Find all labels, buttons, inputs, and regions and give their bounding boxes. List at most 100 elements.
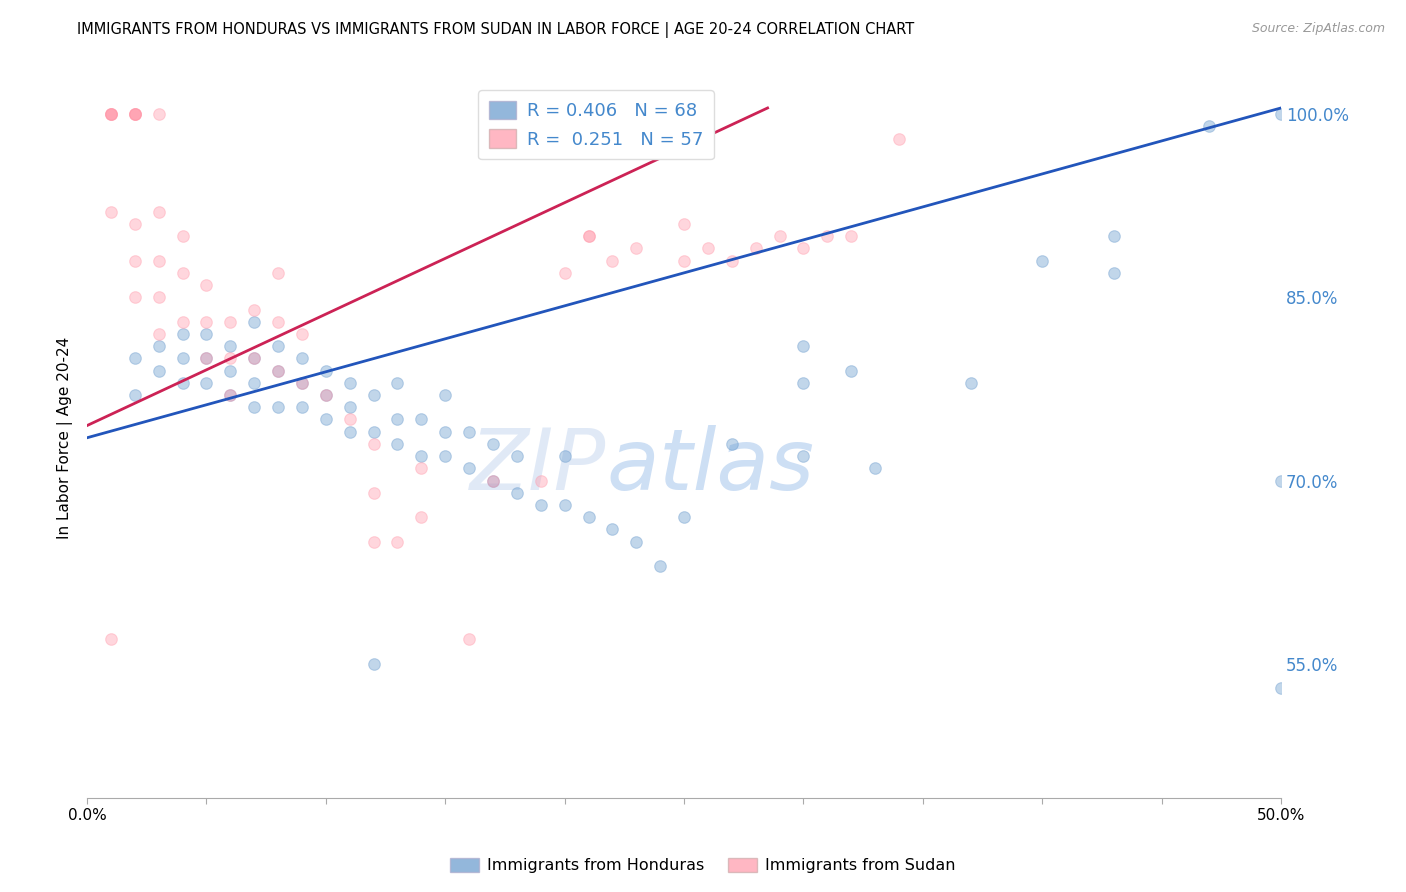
Point: [172, 376, 194, 390]
Y-axis label: In Labor Force | Age 20-24: In Labor Force | Age 20-24: [58, 336, 73, 539]
Point: [554, 449, 576, 463]
Point: [195, 278, 218, 293]
Point: [291, 326, 314, 341]
Point: [243, 315, 266, 329]
Point: [148, 253, 170, 268]
Point: [267, 266, 290, 280]
Point: [554, 498, 576, 512]
Point: [696, 242, 718, 256]
Point: [411, 412, 433, 426]
Point: [243, 351, 266, 366]
Point: [363, 485, 385, 500]
Point: [172, 326, 194, 341]
Point: [839, 363, 862, 377]
Point: [124, 388, 146, 402]
Point: [839, 229, 862, 244]
Point: [363, 437, 385, 451]
Point: [267, 401, 290, 415]
Text: Source: ZipAtlas.com: Source: ZipAtlas.com: [1251, 22, 1385, 36]
Point: [434, 425, 457, 439]
Point: [650, 559, 672, 574]
Point: [148, 290, 170, 304]
Point: [482, 474, 505, 488]
Point: [1270, 681, 1292, 695]
Point: [434, 388, 457, 402]
Point: [863, 461, 886, 475]
Point: [1102, 229, 1125, 244]
Point: [1270, 107, 1292, 121]
Point: [578, 510, 600, 524]
Legend: Immigrants from Honduras, Immigrants from Sudan: Immigrants from Honduras, Immigrants fro…: [444, 851, 962, 880]
Point: [578, 229, 600, 244]
Point: [219, 315, 242, 329]
Point: [1198, 120, 1220, 134]
Point: [219, 388, 242, 402]
Point: [243, 302, 266, 317]
Point: [219, 351, 242, 366]
Point: [554, 266, 576, 280]
Point: [243, 351, 266, 366]
Point: [1031, 253, 1053, 268]
Point: [434, 449, 457, 463]
Point: [339, 412, 361, 426]
Text: atlas: atlas: [606, 425, 814, 508]
Point: [148, 326, 170, 341]
Point: [602, 522, 624, 536]
Legend: R = 0.406   N = 68, R =  0.251   N = 57: R = 0.406 N = 68, R = 0.251 N = 57: [478, 90, 714, 160]
Point: [506, 485, 529, 500]
Point: [315, 412, 337, 426]
Point: [672, 253, 695, 268]
Point: [195, 351, 218, 366]
Point: [124, 351, 146, 366]
Point: [792, 242, 814, 256]
Point: [482, 474, 505, 488]
Point: [315, 388, 337, 402]
Point: [363, 534, 385, 549]
Point: [148, 204, 170, 219]
Point: [267, 363, 290, 377]
Point: [100, 204, 122, 219]
Point: [315, 363, 337, 377]
Point: [387, 412, 409, 426]
Point: [172, 315, 194, 329]
Point: [530, 498, 553, 512]
Point: [195, 351, 218, 366]
Point: [602, 253, 624, 268]
Text: ZIP: ZIP: [470, 425, 606, 508]
Point: [339, 376, 361, 390]
Point: [291, 376, 314, 390]
Point: [363, 388, 385, 402]
Point: [363, 425, 385, 439]
Point: [744, 242, 766, 256]
Point: [626, 242, 648, 256]
Point: [172, 351, 194, 366]
Point: [411, 461, 433, 475]
Point: [578, 229, 600, 244]
Point: [124, 107, 146, 121]
Point: [363, 657, 385, 671]
Point: [124, 253, 146, 268]
Point: [792, 339, 814, 353]
Point: [267, 339, 290, 353]
Point: [768, 229, 790, 244]
Point: [387, 437, 409, 451]
Point: [291, 351, 314, 366]
Point: [315, 388, 337, 402]
Point: [195, 315, 218, 329]
Point: [219, 363, 242, 377]
Point: [339, 401, 361, 415]
Point: [530, 474, 553, 488]
Point: [291, 401, 314, 415]
Point: [339, 425, 361, 439]
Point: [506, 449, 529, 463]
Point: [195, 376, 218, 390]
Point: [100, 632, 122, 647]
Point: [792, 449, 814, 463]
Point: [959, 376, 981, 390]
Point: [172, 266, 194, 280]
Point: [124, 217, 146, 231]
Point: [195, 326, 218, 341]
Point: [219, 388, 242, 402]
Point: [887, 131, 910, 145]
Point: [267, 315, 290, 329]
